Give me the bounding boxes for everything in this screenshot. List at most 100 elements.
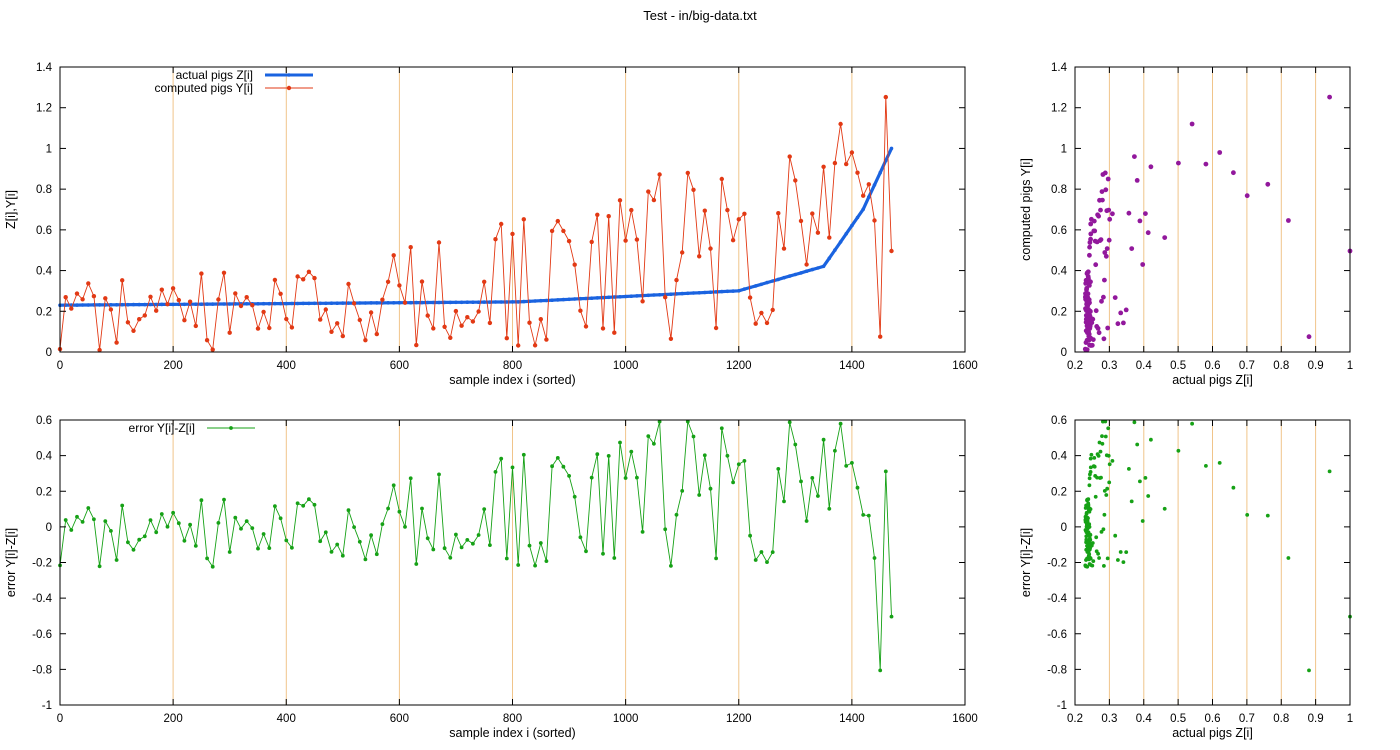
data-point [584,549,588,554]
data-point [832,160,838,166]
data-point [108,307,114,312]
data-point [686,291,690,296]
data-point [691,291,696,295]
data-point [1105,325,1111,331]
data-point [697,291,701,295]
data-point [1105,176,1111,182]
data-point [318,539,323,544]
legend: actual pigs Z[i]computed pigs Y[i] [154,68,313,95]
data-point [618,295,622,299]
data-point [1090,541,1095,545]
plot-main: 0 200 400 600 800 1000 1200 1400 1600 0 0.2 0.4 0.6 0… [4,62,978,387]
data-point [454,300,458,305]
x-tick-label: 800 [503,360,522,372]
data-point [165,302,170,307]
y-axis-label: error Y[i]-Z[i] [1019,528,1033,597]
data-point [578,535,583,540]
data-point [1092,456,1097,460]
data-point [566,238,572,244]
data-point [1084,347,1090,352]
data-point [154,530,159,535]
data-point [776,467,781,471]
data-point [420,300,424,305]
data-point [199,302,204,307]
data-point [838,421,843,426]
data-point [793,442,798,447]
data-point [1143,211,1148,217]
data-point [448,335,453,340]
data-point [142,534,147,539]
data-point [363,301,368,305]
data-point [187,299,193,304]
data-point [227,302,232,306]
y-tick-label: 0.2 [36,486,52,498]
y-tick-label: 1.2 [1051,103,1067,115]
data-point [725,453,730,458]
data-point [493,470,498,474]
data-point [204,338,210,343]
data-point [312,275,317,281]
data-point [131,302,136,307]
data-point [770,550,775,554]
y-tick-label: -0.4 [32,593,52,605]
data-point [357,539,362,544]
data-point [1103,419,1108,424]
data-point [233,515,238,520]
data-point [572,297,577,301]
data-point [307,497,311,502]
data-point [194,302,198,307]
data-point [391,301,396,305]
data-point [267,301,272,306]
data-point [1096,551,1100,556]
data-point [623,238,628,243]
data-point [776,277,781,282]
data-point [1204,464,1208,468]
data-point [346,508,351,513]
data-point [798,218,804,224]
x-tick-label: 0.4 [1136,360,1153,372]
data-point [550,464,554,469]
data-point [640,299,645,304]
y-tick-label: -1 [42,700,52,712]
data-point [375,301,379,305]
data-point [397,300,402,305]
data-point [1102,564,1106,568]
data-point [747,295,753,300]
data-point [861,513,866,517]
data-point [227,330,232,335]
data-point [402,300,408,305]
data-point [1092,228,1098,234]
data-point [1094,535,1099,540]
y-tick-label: 0.8 [1051,184,1067,196]
data-point [1098,237,1104,243]
data-point [827,506,832,511]
data-point [583,324,589,329]
data-point [261,532,266,536]
legend-label: actual pigs Z[i] [176,68,253,82]
data-point [516,563,521,567]
y-tick-label: 0.2 [1051,486,1067,498]
data-point [719,176,724,182]
data-point [357,317,362,323]
data-point [793,272,798,277]
data-point [1126,210,1132,216]
data-point [1092,464,1097,469]
x-tick-label: 1200 [726,713,752,725]
data-point [238,303,244,309]
data-point [103,296,108,301]
data-point [521,452,526,457]
x-tick-label: 1400 [839,360,865,372]
data-point [737,289,741,293]
data-point [544,559,549,563]
data-point [736,217,741,222]
data-point [142,313,147,318]
data-point [1124,550,1129,554]
data-point [425,536,430,541]
data-point [284,316,289,322]
data-point [1089,342,1095,348]
data-point [324,301,328,306]
y-axis-label: computed pigs Y[i] [1019,158,1033,261]
data-point [329,550,334,554]
data-point [883,469,888,474]
data-point [736,462,741,467]
